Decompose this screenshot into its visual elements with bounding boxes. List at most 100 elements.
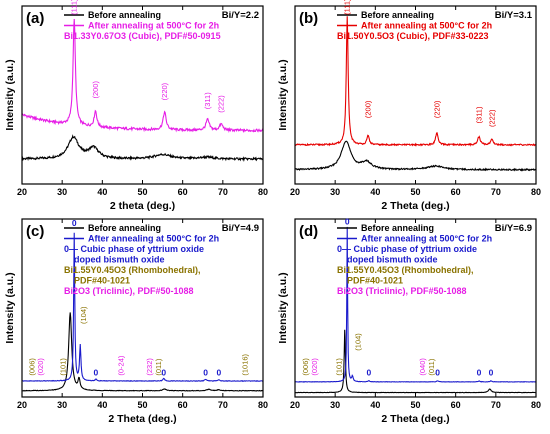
panel-d: 20 30 40 50 60 70 80 2 Theta (deg.) Intensity (a… [277,216,541,425]
x-tick-label: 30 [330,187,340,197]
y-axis-title: Intensity (a.u.) [4,59,16,130]
x-tick-label: 80 [258,400,268,410]
x-tick-label: 50 [410,400,420,410]
peak-label: (006) [301,358,310,376]
cubic-phase-marker: 0 [435,368,440,378]
series-line-after [294,16,537,147]
bi-y-ratio: Bi/Y=3.1 [495,10,533,21]
peak-label: (232) [145,358,154,376]
panel-c: 20 30 40 50 60 70 80 2 Theta (deg.) Intensity (a… [4,218,268,425]
x-tick-label: 70 [491,400,501,410]
x-tick-label: 30 [57,187,67,197]
peak-label: (222) [487,109,496,127]
peak-label: (011) [154,358,163,375]
legend-entry: Bi2O3 (Triclinic), PDF#50-1088 [64,286,194,296]
peak-label: (020) [310,358,319,376]
panel-label: (a) [26,10,44,27]
series-line-after [21,232,264,382]
cubic-phase-marker: 0 [216,368,221,378]
series-line-after [21,19,264,133]
peak-label: (200) [91,81,100,99]
x-tick-label: 70 [218,187,228,197]
series-line-after [294,226,537,383]
legend-entry: 0— Cubic phase of yttrium oxide [64,244,204,254]
legend-entry: After annealing at 500°C for 2h [88,21,219,31]
x-tick-label: 50 [137,187,147,197]
x-tick-label: 40 [370,187,380,197]
peak-label: (111) [70,0,79,15]
x-axis-title: 2 Theta (deg.) [381,200,449,212]
legend-entry: After annealing at 500°C for 2h [88,234,219,244]
y-axis-title: Intensity (a.u.) [4,272,16,343]
legend-entry: Before annealing [361,10,434,20]
panel-label: (b) [299,10,318,27]
legend-entry: After annealing at 500°C for 2h [361,21,492,31]
peak-label: (111) [343,0,352,15]
peak-label: (011) [427,358,436,375]
legend-entry: Before annealing [88,223,161,233]
legend-entry: Bi2O3 (Triclinic), PDF#50-1088 [337,286,467,296]
peak-label: (020) [36,358,45,376]
x-tick-label: 40 [97,187,107,197]
cubic-phase-marker: 0 [367,368,372,378]
peak-label: (006) [28,358,37,376]
panel-label: (d) [299,223,318,240]
x-tick-label: 20 [290,400,300,410]
x-tick-label: 40 [97,400,107,410]
x-axis-title: 2 Theta (deg.) [381,413,449,425]
legend-entry: doped bismuth oxide [347,255,438,265]
series-line-before [21,312,264,392]
x-tick-label: 20 [17,187,27,197]
legend-entry: Bi1.55Y0.45O3 (Rhombohedral), [337,265,474,275]
x-tick-label: 80 [531,400,541,410]
legend-entry: Before annealing [361,223,434,233]
legend-entry: PDF#40-1021 [347,276,403,286]
legend-entry: Bi1.50Y0.5O3 (Cubic), PDF#33-0223 [337,31,489,41]
y-axis-title: Intensity (a.u.) [277,59,289,130]
cubic-phase-marker: 0 [72,218,77,228]
cubic-phase-marker: 0 [94,368,99,378]
legend-entry: Bi1.33Y0.67O3 (Cubic), PDF#50-0915 [64,31,221,41]
legend-entry: doped bismuth oxide [74,255,165,265]
peak-label: (222) [217,95,226,113]
x-tick-label: 40 [370,400,380,410]
x-tick-label: 70 [218,400,228,410]
legend-entry: After annealing at 500°C for 2h [361,234,492,244]
series-line-before [294,329,537,394]
x-tick-label: 60 [178,400,188,410]
peak-label: (104) [79,306,88,324]
cubic-phase-marker: 0 [203,368,208,378]
peak-label: (0-24) [116,355,125,376]
y-axis-title: Intensity (a.u.) [277,272,289,343]
peak-label: (040) [418,358,427,376]
panel-label: (c) [26,223,44,240]
x-tick-label: 60 [178,187,188,197]
x-tick-label: 70 [491,187,501,197]
peak-label: (200) [364,100,373,118]
x-tick-label: 80 [258,187,268,197]
peak-label: (220) [160,82,169,100]
legend-entry: Bi1.55Y0.45O3 (Rhombohedral), [64,265,201,275]
x-axis-title: 2 Theta (deg.) [108,413,176,425]
legend-entry: Before annealing [88,10,161,20]
peak-label: (101) [335,358,344,376]
x-tick-label: 30 [330,400,340,410]
x-tick-label: 50 [137,400,147,410]
x-axis-title: 2 theta (deg.) [110,200,175,212]
x-tick-label: 60 [451,400,461,410]
panel-a: 20 30 40 50 60 70 80 2 theta (deg.) Intensity (a… [4,0,268,212]
x-tick-label: 50 [410,187,420,197]
peak-label: (101) [58,358,67,376]
legend-entry: 0— Cubic phase of yttrium oxide [337,244,477,254]
x-tick-label: 20 [290,187,300,197]
peak-label: (1016) [240,353,249,375]
peak-label: (311) [203,92,212,109]
x-tick-label: 80 [531,187,541,197]
cubic-phase-marker: 0 [161,368,166,378]
legend-entry: PDF#40-1021 [74,276,130,286]
x-tick-label: 30 [57,400,67,410]
panel-b: 20 30 40 50 60 70 80 2 Theta (deg.) Intensity (a… [277,0,541,212]
bi-y-ratio: Bi/Y=2.2 [222,10,259,21]
cubic-phase-marker: 0 [489,368,494,378]
